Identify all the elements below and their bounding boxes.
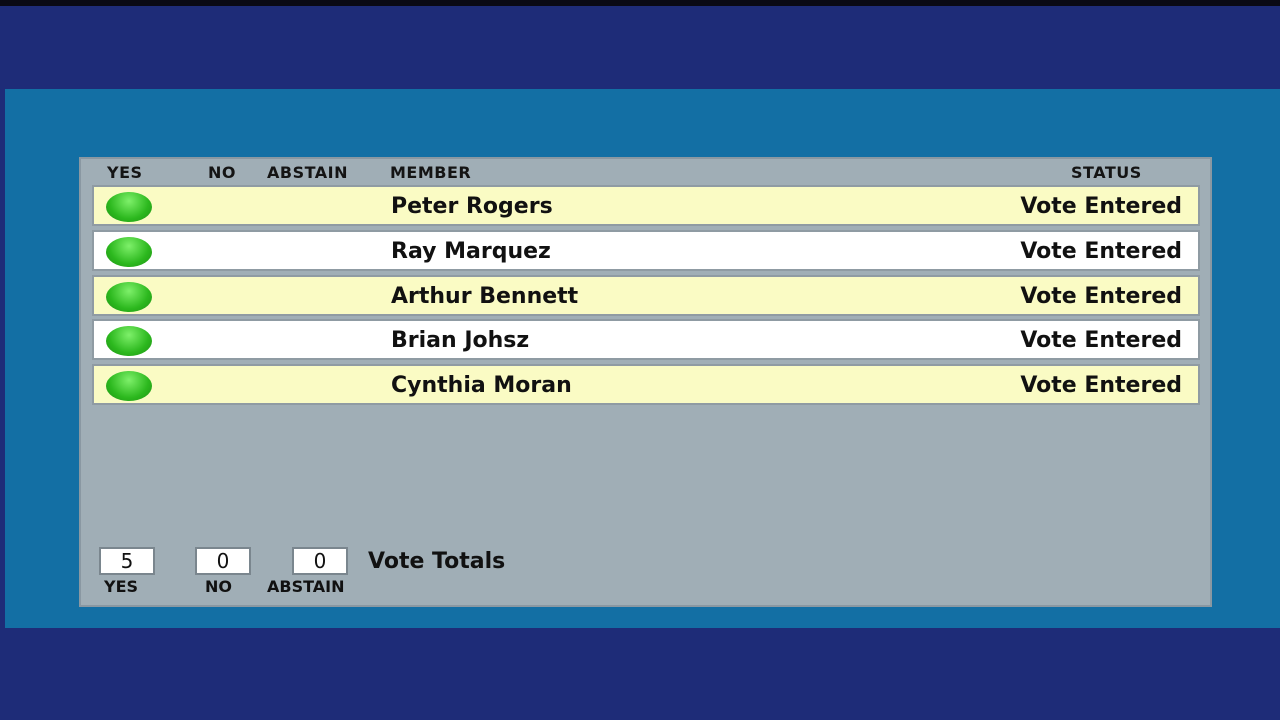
- table-row: Peter Rogers Vote Entered: [92, 185, 1200, 226]
- header-status: STATUS: [1071, 163, 1142, 182]
- header-member: MEMBER: [390, 163, 472, 182]
- header-yes: YES: [107, 163, 143, 182]
- header-abstain: ABSTAIN: [267, 163, 348, 182]
- vote-panel: YES NO ABSTAIN MEMBER STATUS Peter Roger…: [79, 157, 1212, 607]
- yes-vote-indicator-icon: [106, 371, 152, 402]
- yes-vote-indicator-icon: [106, 326, 152, 357]
- table-row: Brian Johsz Vote Entered: [92, 319, 1200, 361]
- header-no: NO: [208, 163, 236, 182]
- vote-status: Vote Entered: [1020, 328, 1182, 354]
- table-row: Cynthia Moran Vote Entered: [92, 364, 1200, 406]
- yes-vote-indicator-icon: [106, 281, 152, 312]
- vote-totals-label: Vote Totals: [368, 549, 506, 574]
- vote-status: Vote Entered: [1020, 283, 1182, 309]
- member-name: Ray Marquez: [391, 238, 551, 264]
- vote-status: Vote Entered: [1020, 373, 1182, 399]
- total-abstain-label: ABSTAIN: [267, 577, 345, 596]
- yes-vote-indicator-icon: [106, 236, 152, 267]
- member-name: Peter Rogers: [391, 194, 553, 219]
- table-row: Ray Marquez Vote Entered: [92, 229, 1200, 271]
- vote-status: Vote Entered: [1020, 194, 1182, 219]
- total-yes-label: YES: [104, 577, 139, 596]
- yes-vote-indicator-icon: [106, 192, 152, 222]
- member-name: Arthur Bennett: [391, 283, 579, 309]
- total-abstain: 0: [292, 547, 348, 575]
- total-no-label: NO: [205, 577, 232, 596]
- total-yes: 5: [99, 547, 155, 575]
- table-row: Arthur Bennett Vote Entered: [92, 274, 1200, 316]
- total-no: 0: [195, 547, 251, 575]
- member-name: Cynthia Moran: [391, 373, 572, 399]
- vote-status: Vote Entered: [1020, 238, 1182, 264]
- member-name: Brian Johsz: [391, 328, 530, 354]
- top-border: [0, 0, 1280, 6]
